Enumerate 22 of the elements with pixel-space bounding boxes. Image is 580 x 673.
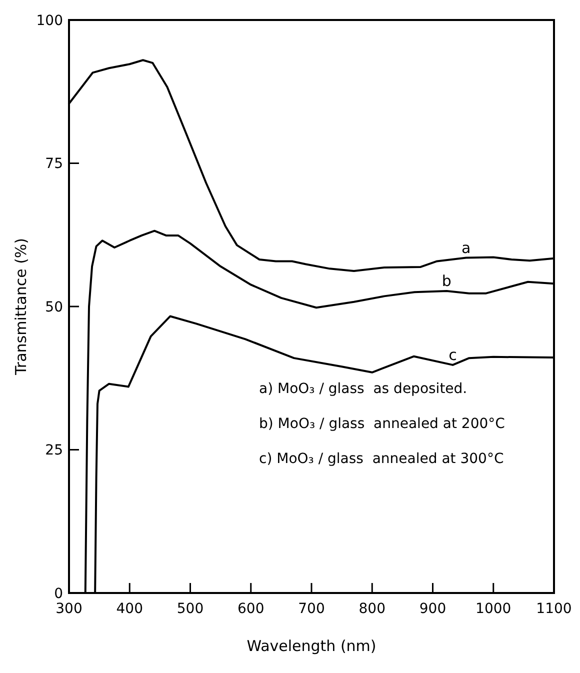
x-tick-label: 400 <box>116 601 143 617</box>
series-label: c <box>448 346 457 364</box>
y-tick-label: 25 <box>45 442 63 459</box>
y-tick-label: 100 <box>36 12 63 29</box>
x-tick-label: 900 <box>419 601 446 617</box>
x-tick-label: 700 <box>298 601 325 617</box>
x-tick-label: 500 <box>176 601 204 617</box>
y-tick-label: 50 <box>45 299 63 316</box>
y-tick-label: 75 <box>45 156 63 172</box>
annotation: a) MoO₃ / glass as deposited. <box>259 381 468 397</box>
series-label: a <box>461 238 471 257</box>
x-axis-title: Wavelength (nm) <box>246 637 376 655</box>
x-tick-label: 300 <box>56 601 82 617</box>
y-tick-label: 0 <box>54 586 63 602</box>
x-tick-label: 1000 <box>476 601 512 617</box>
annotation: b) MoO₃ / glass annealed at 200°C <box>259 416 506 432</box>
x-tick-label: 600 <box>238 601 264 617</box>
y-axis-title: Transmittance (%) <box>12 238 30 376</box>
series-label: b <box>442 272 452 290</box>
x-tick-label: 1100 <box>536 601 572 617</box>
x-tick-label: 800 <box>358 601 386 617</box>
annotation: c) MoO₃ / glass annealed at 300°C <box>259 451 504 467</box>
